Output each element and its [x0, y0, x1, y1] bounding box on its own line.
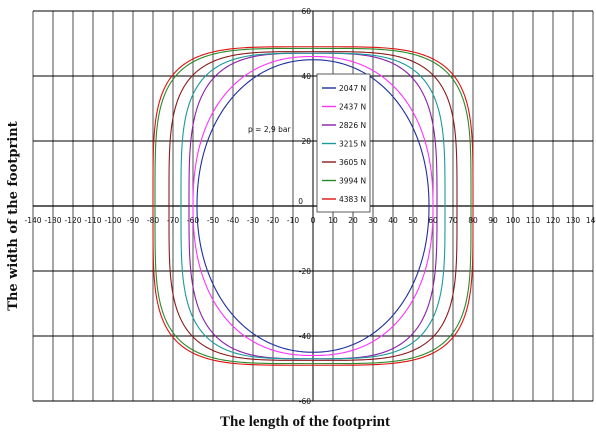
legend-label: 4383 N — [339, 195, 366, 204]
x-tick-label: 70 — [448, 216, 458, 225]
series-line-3215-n — [180, 52, 446, 360]
x-tick-label: 60 — [428, 216, 438, 225]
x-tick-label: -30 — [247, 216, 259, 225]
legend-label: 3994 N — [339, 177, 366, 186]
x-tick-label: 10 — [328, 216, 338, 225]
x-tick-label: -140 — [24, 216, 41, 225]
x-tick-label: -10 — [287, 216, 299, 225]
x-axis-title: The length of the footprint — [220, 414, 390, 430]
x-tick-label: -70 — [167, 216, 179, 225]
x-tick-label: -110 — [84, 216, 101, 225]
legend-label: 3605 N — [339, 158, 366, 167]
x-tick-label: 20 — [348, 216, 358, 225]
x-tick-label: -80 — [147, 216, 159, 225]
y-tick-label: 0 — [298, 197, 303, 206]
y-axis-title: The width of the footprint — [6, 121, 21, 310]
series-line-2826-n — [188, 52, 438, 360]
x-tick-label: 0 — [311, 216, 316, 225]
x-tick-label: -90 — [127, 216, 139, 225]
x-tick-label: -120 — [64, 216, 81, 225]
y-tick-label: -60 — [299, 397, 311, 406]
y-tick-label: -40 — [299, 332, 311, 341]
y-tick-label: 60 — [301, 7, 311, 16]
series-line-3605-n — [168, 51, 458, 361]
x-tick-label: -20 — [267, 216, 279, 225]
x-tick-label: 100 — [506, 216, 521, 225]
x-tick-label: -60 — [187, 216, 199, 225]
pressure-annotation: p = 2,9 bar — [248, 125, 291, 134]
legend: 2047 N 2437 N 2826 N 3215 N 3605 N 3994 N 4383… — [316, 73, 371, 213]
series-line-4383-n — [152, 46, 474, 366]
x-tick-label: 130 — [566, 216, 581, 225]
x-tick-label: -100 — [104, 216, 121, 225]
x-tick-label: 120 — [546, 216, 561, 225]
x-tick-label: 40 — [388, 216, 398, 225]
series-group — [152, 46, 474, 366]
legend-label: 3215 N — [339, 140, 366, 149]
series-line-2047-n — [196, 59, 430, 353]
series-line-2437-n — [192, 55, 434, 357]
x-tick-label: 30 — [368, 216, 378, 225]
tick-labels: -140 -130 -120 -110 -100 -90 -80 -70 -60 -50 -40 -3… — [24, 7, 596, 406]
series-line-3994-n — [154, 47, 472, 365]
x-tick-label: -130 — [44, 216, 61, 225]
y-tick-label: 40 — [301, 72, 311, 81]
y-tick-label: 20 — [301, 137, 311, 146]
x-tick-label: 110 — [526, 216, 541, 225]
legend-label: 2826 N — [339, 121, 366, 130]
y-tick-label: -20 — [299, 267, 311, 276]
x-tick-label: 140 — [586, 216, 596, 225]
x-tick-label: 90 — [488, 216, 498, 225]
x-tick-label: 80 — [468, 216, 478, 225]
legend-label: 2437 N — [339, 103, 366, 112]
legend-label: 2047 N — [339, 84, 366, 93]
x-tick-label: -50 — [207, 216, 219, 225]
x-tick-label: 50 — [408, 216, 418, 225]
x-tick-label: -40 — [227, 216, 239, 225]
